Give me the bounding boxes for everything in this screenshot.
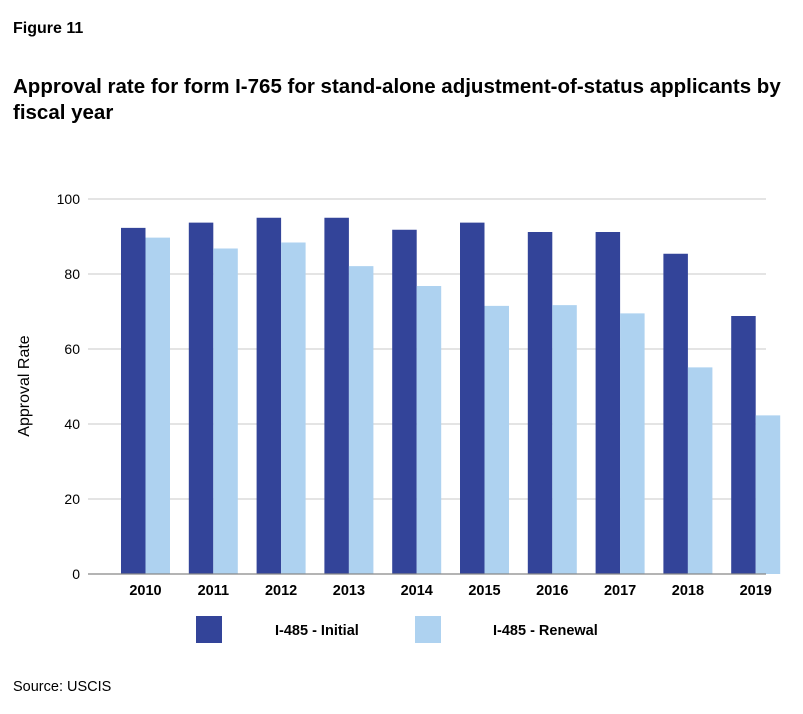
legend: I-485 - Initial I-485 - Renewal bbox=[196, 616, 598, 643]
x-tick-label: 2019 bbox=[740, 583, 772, 599]
x-tick-label: 2012 bbox=[265, 583, 297, 599]
legend-swatch-initial bbox=[196, 616, 222, 643]
legend-swatch-renewal bbox=[415, 616, 441, 643]
x-tick-label: 2015 bbox=[468, 583, 500, 599]
y-tick-label: 100 bbox=[57, 191, 81, 207]
bar-initial-2019 bbox=[731, 316, 756, 574]
bar-renewal-2016 bbox=[552, 305, 577, 574]
legend-label-renewal: I-485 - Renewal bbox=[493, 623, 598, 639]
y-tick-label: 0 bbox=[72, 566, 80, 582]
bar-renewal-2010 bbox=[145, 237, 170, 574]
bar-initial-2015 bbox=[460, 222, 485, 574]
bar-initial-2010 bbox=[121, 227, 146, 574]
y-tick-label: 60 bbox=[64, 341, 80, 357]
axes: 0 20 40 60 80 100 2010 2011 2012 2013 2014 2015 2016… bbox=[57, 191, 772, 599]
bars bbox=[121, 217, 781, 574]
source-note: Source: USCIS bbox=[13, 679, 112, 695]
x-tick-label: 2016 bbox=[536, 583, 568, 599]
x-tick-label: 2018 bbox=[672, 583, 704, 599]
bar-initial-2012 bbox=[256, 217, 282, 574]
y-axis-label: Approval Rate bbox=[16, 335, 33, 436]
x-tick-label: 2010 bbox=[129, 583, 161, 599]
x-tick-label: 2013 bbox=[333, 583, 365, 599]
bar-renewal-2012 bbox=[281, 242, 306, 574]
bar-renewal-2013 bbox=[348, 266, 374, 574]
y-tick-label: 40 bbox=[64, 416, 80, 432]
bar-renewal-2014 bbox=[416, 286, 442, 574]
bar-initial-2016 bbox=[527, 232, 553, 574]
bar-renewal-2019 bbox=[755, 415, 781, 574]
x-tick-label: 2011 bbox=[198, 583, 229, 599]
bar-initial-2014 bbox=[392, 229, 417, 574]
figure-label: Figure 11 bbox=[13, 20, 84, 37]
chart-title: Approval rate for form I-765 for stand-a… bbox=[13, 75, 781, 124]
bar-renewal-2015 bbox=[484, 305, 509, 574]
bar-initial-2013 bbox=[324, 217, 349, 574]
legend-label-initial: I-485 - Initial bbox=[275, 623, 359, 639]
y-tick-label: 20 bbox=[64, 491, 80, 507]
bar-initial-2011 bbox=[188, 222, 214, 574]
bar-initial-2018 bbox=[663, 253, 688, 574]
bar-initial-2017 bbox=[595, 232, 621, 574]
y-tick-label: 80 bbox=[64, 266, 80, 282]
bar-renewal-2011 bbox=[213, 248, 238, 574]
x-tick-label: 2014 bbox=[401, 583, 433, 599]
x-tick-label: 2017 bbox=[604, 583, 636, 599]
bar-renewal-2018 bbox=[687, 367, 713, 574]
bar-renewal-2017 bbox=[620, 313, 645, 574]
